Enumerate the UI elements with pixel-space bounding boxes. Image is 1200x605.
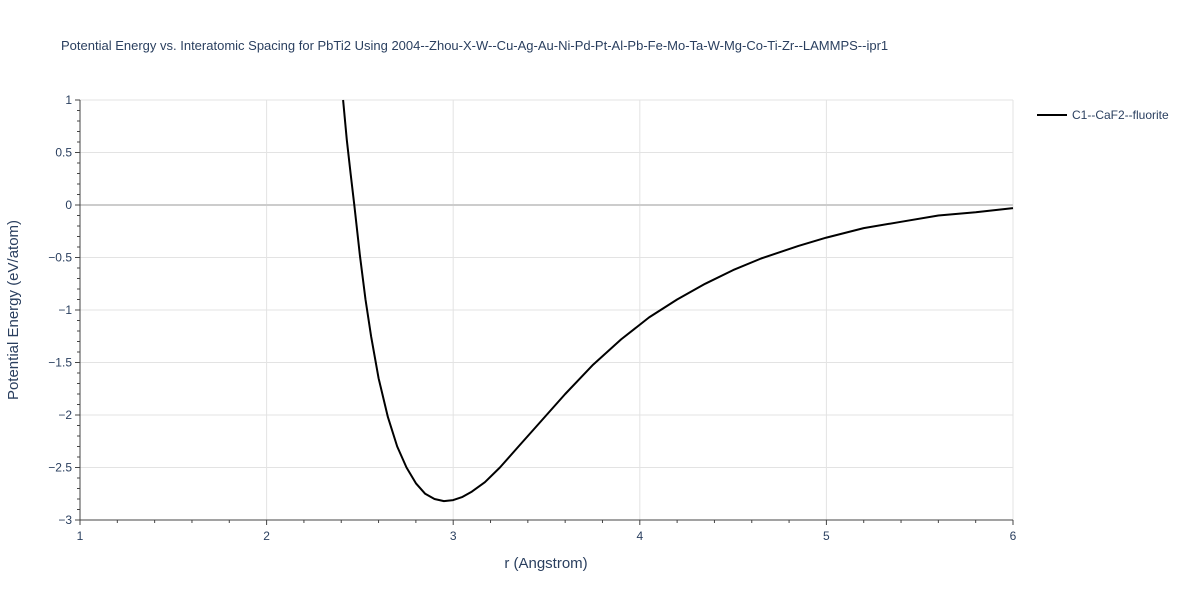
y-tick-label: −1.5 [48, 356, 72, 370]
grid [80, 99, 1014, 520]
legend[interactable]: C1--CaF2--fluorite [1037, 108, 1169, 122]
y-tick-label: 0.5 [55, 146, 72, 160]
y-axis-title: Potential Energy (eV/atom) [5, 220, 22, 400]
x-tick-label: 3 [450, 529, 457, 543]
series-layer [342, 99, 1014, 503]
y-tick-label: −2 [58, 408, 72, 422]
x-tick-labels: 1 2 3 4 5 6 [77, 529, 1017, 543]
x-tick-label: 2 [263, 529, 270, 543]
chart-title: Potential Energy vs. Interatomic Spacing… [61, 38, 888, 53]
y-tick-labels: 1 0.5 0 −0.5 −1 −1.5 −2 −2.5 −3 [48, 93, 72, 527]
y-tick-label: −0.5 [48, 251, 72, 265]
x-tick-label: 4 [636, 529, 643, 543]
tick-marks [75, 99, 1014, 525]
series-line [342, 99, 1014, 503]
x-tick-label: 6 [1010, 529, 1017, 543]
x-axis-title: r (Angstrom) [504, 555, 587, 572]
y-tick-label: −3 [58, 513, 72, 527]
y-tick-label: 0 [65, 198, 72, 212]
x-tick-label: 5 [823, 529, 830, 543]
legend-label: C1--CaF2--fluorite [1072, 108, 1169, 122]
y-tick-label: −1 [58, 303, 72, 317]
y-tick-label: −2.5 [48, 461, 72, 475]
x-tick-label: 1 [77, 529, 84, 543]
y-tick-label: 1 [65, 93, 72, 107]
